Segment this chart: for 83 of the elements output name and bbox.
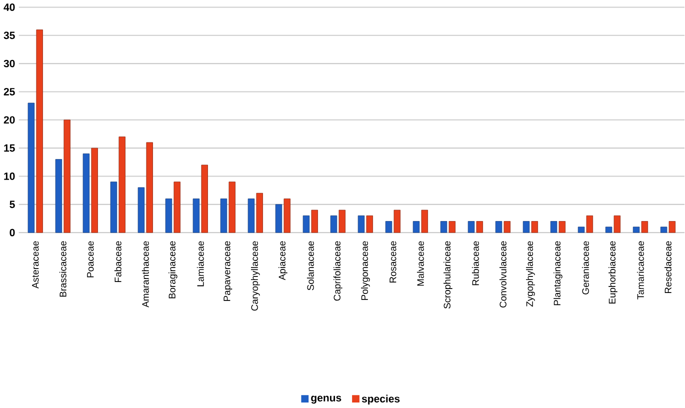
x-tick-label: Caprifoliaceae <box>334 241 342 301</box>
bar <box>605 226 612 233</box>
x-tick-label: Asteraceae <box>32 241 39 288</box>
bar <box>550 221 558 233</box>
bar <box>82 153 90 233</box>
y-tick-label: 15 <box>4 144 15 152</box>
bar <box>138 187 145 233</box>
bar <box>311 210 318 233</box>
bar <box>641 221 648 233</box>
bar <box>385 221 392 233</box>
x-tick-label: Boraginaceae <box>168 241 178 298</box>
bar <box>146 142 153 233</box>
bar <box>284 198 290 233</box>
legend-label: species <box>362 394 400 404</box>
bar <box>91 148 98 233</box>
x-tick-label: Caryophyllaceae <box>251 241 260 311</box>
x-tick-label: Malvaceae <box>416 241 424 286</box>
y-tick-label: 35 <box>4 32 15 40</box>
bar <box>660 226 668 233</box>
bar <box>558 221 566 233</box>
bar <box>578 226 585 233</box>
x-tick-label: Rosaceae <box>390 241 396 282</box>
y-tick-label: 25 <box>4 88 15 96</box>
bar <box>165 198 172 233</box>
x-tick-label: Polygonaceae <box>361 241 370 300</box>
bar <box>495 221 502 233</box>
bar <box>55 159 62 233</box>
bar <box>394 210 400 233</box>
x-tick-label: Plantaginaceae <box>554 241 562 306</box>
bar <box>366 215 373 233</box>
bar <box>36 29 43 233</box>
y-tick-label: 20 <box>4 116 15 124</box>
bar <box>614 215 621 233</box>
bar <box>220 198 228 233</box>
bar <box>256 192 263 233</box>
x-tick-label: Poaceae <box>87 241 94 278</box>
bar <box>632 226 640 233</box>
bar <box>201 164 208 233</box>
y-tick-label: 5 <box>10 200 15 208</box>
x-tick-label: Tamaricaceae <box>637 241 644 300</box>
x-tick-label: Convolvulaceae <box>499 241 506 308</box>
bar <box>338 210 346 233</box>
x-tick-label: Euphorbiaceae <box>608 241 618 304</box>
x-tick-label: Papaveraceae <box>224 241 232 301</box>
bar <box>531 221 538 233</box>
bar <box>468 221 475 233</box>
bar <box>28 102 35 233</box>
x-tick-label: Resedaceae <box>664 241 672 293</box>
bar <box>275 204 282 233</box>
y-tick-label: 30 <box>4 60 15 68</box>
bar <box>358 215 365 233</box>
x-tick-label: Scrophulariceae <box>444 241 452 309</box>
x-tick-label: Fabaceae <box>114 241 122 282</box>
x-tick-label: Solanaceae <box>306 241 314 290</box>
bar <box>504 221 511 233</box>
bar <box>174 182 180 233</box>
bar <box>476 221 483 233</box>
bar <box>421 210 428 233</box>
x-tick-label: Apiaceae <box>278 241 288 280</box>
bar <box>448 221 456 233</box>
y-tick-label: 0 <box>10 228 15 236</box>
x-tick-label: Amaranthaceae <box>142 241 149 308</box>
bar <box>64 120 70 233</box>
bar <box>440 221 448 233</box>
x-tick-label: Lamiaceae <box>196 241 204 286</box>
bar <box>192 198 200 233</box>
bar <box>412 221 420 233</box>
y-tick-label: 40 <box>4 3 15 11</box>
bar <box>118 136 126 233</box>
bar <box>302 215 310 233</box>
bar <box>228 182 236 233</box>
bar <box>668 221 676 233</box>
bar <box>330 215 338 233</box>
x-tick-label: Geraniaceae <box>582 241 589 294</box>
bar <box>586 215 594 233</box>
bar <box>522 221 530 233</box>
x-tick-label: Zygophyllaceae <box>526 241 535 307</box>
bar <box>248 198 255 233</box>
bar <box>110 182 118 233</box>
legend-label: genus <box>311 396 342 404</box>
x-tick-label: Rubiaceae <box>472 241 479 286</box>
y-tick-label: 10 <box>4 172 15 180</box>
x-tick-label: Brassicaceae <box>59 241 66 297</box>
